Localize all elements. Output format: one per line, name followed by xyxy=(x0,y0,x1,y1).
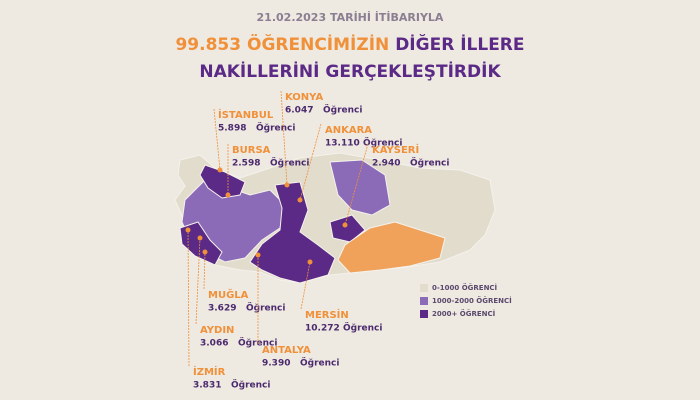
city-count: 2.940 xyxy=(372,159,400,169)
headline: 99.853 ÖĞRENCİMİZİN DİĞER İLLERE xyxy=(175,33,524,55)
city-unit: Öğrenci xyxy=(256,123,295,134)
pin xyxy=(307,259,313,265)
date-line: 21.02.2023 TARİHİ İTİBARIYLA xyxy=(257,10,444,24)
city-count: 3.629 xyxy=(208,304,236,314)
leader-line xyxy=(344,143,369,226)
city-count: 2.598 xyxy=(232,159,260,169)
city-unit: Öğrenci xyxy=(231,380,270,391)
city-count: 5.898 xyxy=(218,124,246,134)
highlight: ÖĞRENCİMİZİN xyxy=(247,33,389,55)
map xyxy=(174,152,496,284)
legend-label: 0-1000 ÖĞRENCİ xyxy=(432,283,497,292)
city-unit: Öğrenci xyxy=(270,158,309,169)
leader-line xyxy=(299,123,322,201)
region-kayseri xyxy=(329,159,391,216)
city-unit: Öğrenci xyxy=(410,158,449,169)
city-count: 3.066 xyxy=(200,339,228,349)
city-name: KONYA xyxy=(285,92,323,103)
city-count: 6.047 xyxy=(285,106,313,116)
pin xyxy=(225,192,231,198)
city-unit: Öğrenci xyxy=(343,323,382,334)
pin xyxy=(217,167,223,173)
city-unit: Öğrenci xyxy=(246,303,285,314)
pin xyxy=(284,182,290,188)
legend-label: 2000+ ÖĞRENCİ xyxy=(432,309,495,318)
city-name: MUĞLA xyxy=(208,288,249,301)
pin xyxy=(202,249,208,255)
city-name: BURSA xyxy=(232,145,271,156)
pin xyxy=(255,252,261,258)
pin xyxy=(342,222,348,228)
legend-swatch xyxy=(420,297,428,305)
city-name: ANKARA xyxy=(325,125,372,136)
leader-line xyxy=(195,237,201,325)
legend: 0-1000 ÖĞRENCİ 1000-2000 ÖĞRENCİ 2000+ ÖĞR… xyxy=(420,283,512,318)
city-name: ANTALYA xyxy=(262,345,311,356)
city-count: 3.831 xyxy=(193,381,221,391)
leader-line xyxy=(187,229,190,367)
pin xyxy=(297,197,303,203)
leader-line xyxy=(300,261,311,310)
leader-line xyxy=(280,90,288,186)
legend-label: 1000-2000 ÖĞRENCİ xyxy=(432,296,512,305)
pin xyxy=(197,235,203,241)
legend-swatch xyxy=(420,284,428,292)
headline-2: NAKİLLERİNİ GERÇEKLEŞTİRDİK xyxy=(199,60,501,82)
city-name: AYDIN xyxy=(200,325,234,336)
city-name: İZMİR xyxy=(193,364,226,378)
city-name: İSTANBUL xyxy=(218,107,274,121)
city-unit: Öğrenci xyxy=(323,105,362,116)
city-count: 9.390 xyxy=(262,359,290,369)
total: 99.853 xyxy=(175,35,241,55)
region-southeast xyxy=(337,221,446,274)
region-central xyxy=(249,181,336,284)
city-name: MERSİN xyxy=(305,307,349,321)
city-name: KAYSERİ xyxy=(372,142,419,156)
city-count: 13.110 xyxy=(325,139,360,149)
leader-line xyxy=(203,251,206,290)
pin xyxy=(185,227,191,233)
region-aegean xyxy=(179,221,223,266)
city-unit: Öğrenci xyxy=(363,138,402,149)
leader-line xyxy=(213,108,221,171)
city-unit: Öğrenci xyxy=(300,358,339,369)
legend-swatch xyxy=(420,310,428,318)
region-marmara xyxy=(199,164,246,199)
city-count: 10.272 xyxy=(305,324,340,334)
rest: DİĞER İLLERE xyxy=(395,33,524,55)
